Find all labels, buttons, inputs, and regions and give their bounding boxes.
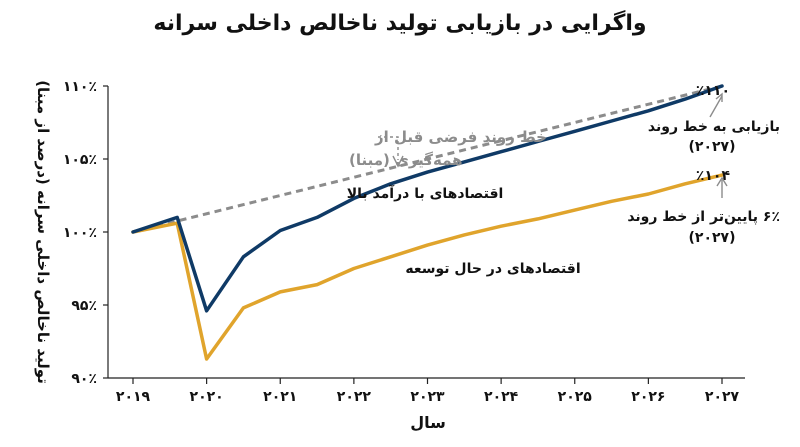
x-tick-label: ۲۰۲۵ (558, 389, 593, 405)
y-tick-label: ۹۵٪ (71, 298, 97, 314)
x-tick-label: ۲۰۲۳ (410, 389, 445, 405)
trend-label-line1: خط روند فرضی قبل از (374, 128, 547, 146)
dev-note-line2: (۲۰۲۷) (689, 230, 736, 246)
series-line-developing (131, 173, 724, 361)
trend-label-arrowhead (392, 155, 404, 168)
x-tick-label: ۲۰۲۷ (705, 389, 740, 405)
series-line-trend (132, 84, 723, 234)
series-line-high-income (131, 84, 724, 313)
x-tick-label: ۲۰۲۲ (337, 389, 372, 405)
y-tick-label: ۱۰۰٪ (63, 225, 97, 241)
x-tick-label: ۲۰۲۴ (484, 389, 519, 405)
end-value-dev: ٪۱۰۴ (696, 168, 731, 184)
high-note-line1: بازیابی به خط روند (648, 119, 780, 135)
end-value-high: ٪۱۱۰ (696, 83, 730, 99)
dev-note-line1: ۶٪ پایین‌تر از خط روند (627, 209, 780, 225)
y-axis-label: تولید ناخالص داخلی سرانه (درصد از مبنا) (34, 80, 52, 384)
y-tick-label: ۱۰۵٪ (63, 152, 97, 168)
y-tick-label: ۱۱۰٪ (63, 79, 97, 95)
trend-label-arrow (378, 136, 399, 160)
x-tick-label: ۲۰۱۹ (116, 389, 151, 405)
trend-label-line2: همه‌گیری (مبنا) (349, 151, 463, 169)
x-axis-label: سال (410, 413, 446, 432)
high-note-arrowhead (715, 92, 723, 102)
y-tick-label: ۹۰٪ (71, 371, 97, 387)
dev-note-arrowhead (716, 176, 728, 187)
x-tick-label: ۲۰۲۰ (190, 389, 224, 405)
high-note-arrow (709, 95, 723, 118)
high-income-label: اقتصادهای با درآمد بالا (347, 184, 504, 202)
high-note-line2: (۲۰۲۷) (689, 139, 736, 155)
x-tick-label: ۲۰۲۶ (631, 389, 665, 405)
developing-label: اقتصادهای در حال توسعه (405, 261, 580, 277)
x-tick-label: ۲۰۲۱ (263, 389, 297, 405)
chart-title: واگرایی در بازیابی تولید ناخالص داخلی سر… (153, 9, 646, 36)
